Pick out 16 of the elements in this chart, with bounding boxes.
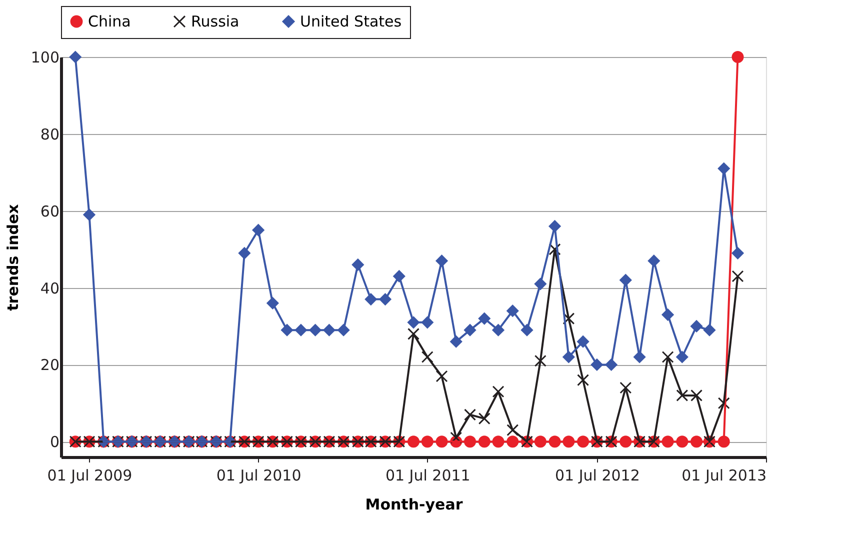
y-tick-label: 100	[30, 48, 60, 66]
y-tick-label: 0	[50, 433, 60, 452]
x-axis-title: Month-year	[365, 496, 464, 514]
y-tick-label: 20	[40, 356, 60, 374]
y-axis-title: trends index	[4, 204, 22, 311]
x-tick-label: 01 Jul 2013	[682, 466, 766, 484]
x-tick-label: 01 Jul 2012	[554, 466, 640, 484]
x-tick-label: 01 Jul 2010	[216, 466, 302, 484]
legend-label: United States	[300, 12, 402, 31]
legend-label: Russia	[191, 12, 240, 31]
x-tick-label: 01 Jul 2009	[47, 466, 132, 484]
y-tick-label: 60	[40, 202, 60, 220]
y-tick-label: 80	[40, 125, 60, 144]
y-tick-label: 40	[40, 279, 60, 298]
x-tick-label: 01 Jul 2011	[385, 466, 470, 484]
legend-label: China	[88, 12, 131, 31]
